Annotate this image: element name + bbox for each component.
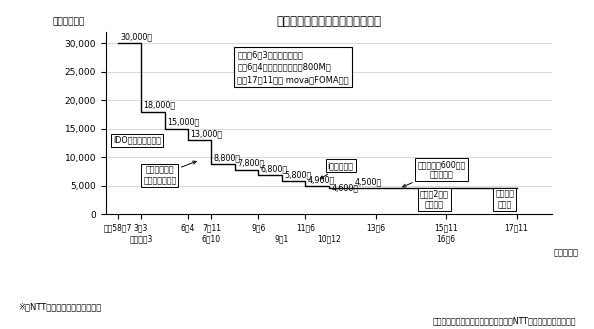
Text: 9・1: 9・1: [275, 235, 289, 243]
Text: 18,000円: 18,000円: [143, 101, 176, 110]
Text: （年・月）: （年・月）: [554, 249, 579, 258]
Text: 通話料2箇月
くりこし: 通話料2箇月 くりこし: [420, 190, 449, 209]
Text: 社団法人電気通信事業者協会資料及びNTTドコモ資料により作成: 社団法人電気通信事業者協会資料及びNTTドコモ資料により作成: [432, 317, 576, 326]
Text: 7,800円: 7,800円: [237, 159, 264, 168]
Text: 4,900円: 4,900円: [308, 175, 335, 184]
Text: 6・10: 6・10: [202, 235, 221, 243]
Text: 4,600円: 4,600円: [331, 183, 358, 192]
Text: 8,800円: 8,800円: [214, 153, 241, 162]
Text: ※　NTTドコモの標準的なプラン: ※ NTTドコモの標準的なプラン: [18, 302, 101, 311]
Text: IDO、セルラー参入: IDO、セルラー参入: [113, 136, 161, 145]
Text: 無料通話分600円を
含むプラン: 無料通話分600円を 含むプラン: [403, 160, 466, 187]
Text: デジタル化、
端末売り切り制: デジタル化、 端末売り切り制: [143, 161, 196, 185]
Text: 〜平成6年3月　アナログ式
平成6年4月〜　デジタル（800M）
平成17年11月〜 mova・FOMA共通: 〜平成6年3月 アナログ式 平成6年4月〜 デジタル（800M） 平成17年11…: [238, 50, 349, 84]
Title: 携帯電話　月額基本使用料の推移: 携帯電話 月額基本使用料の推移: [276, 15, 381, 28]
Text: 16・6: 16・6: [437, 235, 456, 243]
Text: 6,800円: 6,800円: [261, 164, 288, 173]
Text: iモード開始: iモード開始: [320, 161, 353, 179]
Text: 15,000円: 15,000円: [167, 118, 199, 127]
Text: パケット
定額制: パケット 定額制: [495, 190, 514, 209]
Text: 10・12: 10・12: [317, 235, 341, 243]
Text: 5,800円: 5,800円: [284, 170, 311, 179]
Text: 4,500円: 4,500円: [355, 177, 382, 187]
Text: （料金：円）: （料金：円）: [52, 17, 84, 26]
Text: 30,000円: 30,000円: [120, 32, 152, 41]
Text: 13,000円: 13,000円: [190, 129, 223, 138]
Text: 平成元・3: 平成元・3: [129, 235, 153, 243]
